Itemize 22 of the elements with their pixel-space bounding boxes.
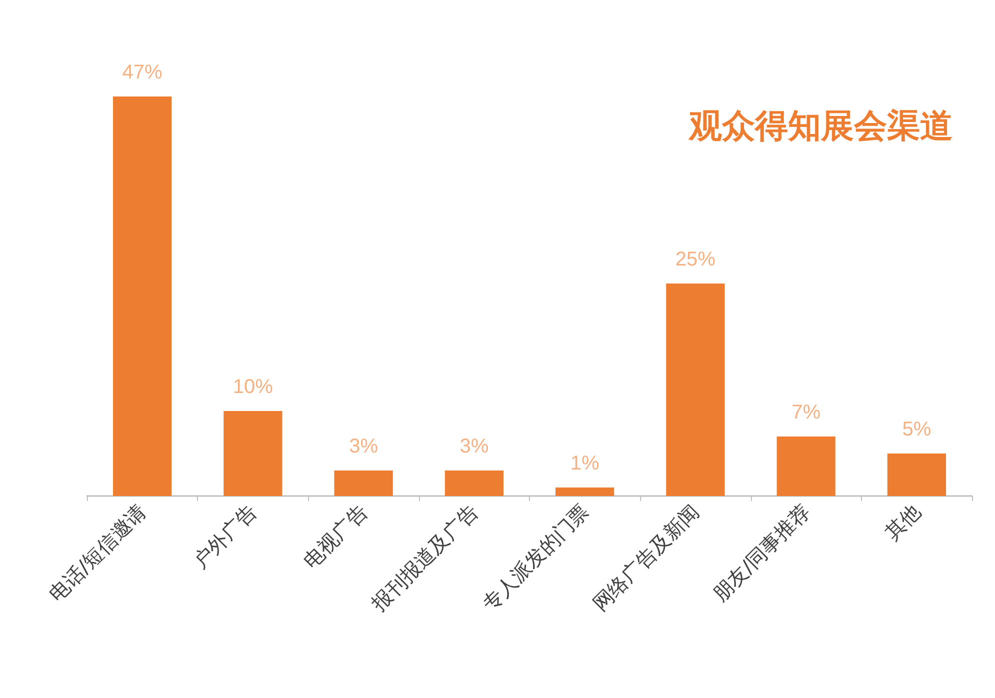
bar — [112, 96, 172, 496]
data-label: 3% — [460, 436, 489, 458]
data-label: 5% — [902, 418, 932, 440]
data-label: 10% — [232, 376, 274, 398]
data-label: 7% — [792, 402, 821, 424]
bar — [334, 470, 393, 496]
bar — [224, 411, 282, 496]
chart-title: 观众得知展会渠道 — [688, 106, 953, 145]
x-tick-label: 户外广告 — [188, 500, 262, 574]
bar — [555, 488, 614, 496]
x-tick-label: 电话/短信邀请 — [44, 500, 151, 606]
x-tick-label: 电视广告 — [298, 500, 372, 574]
data-label: 3% — [349, 436, 378, 458]
bar — [444, 470, 504, 496]
bar — [666, 284, 725, 496]
data-label: 1% — [570, 452, 600, 474]
data-label: 47% — [122, 62, 163, 84]
bar — [887, 454, 946, 496]
bar — [776, 436, 836, 496]
x-tick-label: 其他 — [880, 500, 926, 545]
x-tick-label: 朋友/同事推荐 — [708, 500, 815, 606]
data-label: 25% — [675, 248, 716, 270]
